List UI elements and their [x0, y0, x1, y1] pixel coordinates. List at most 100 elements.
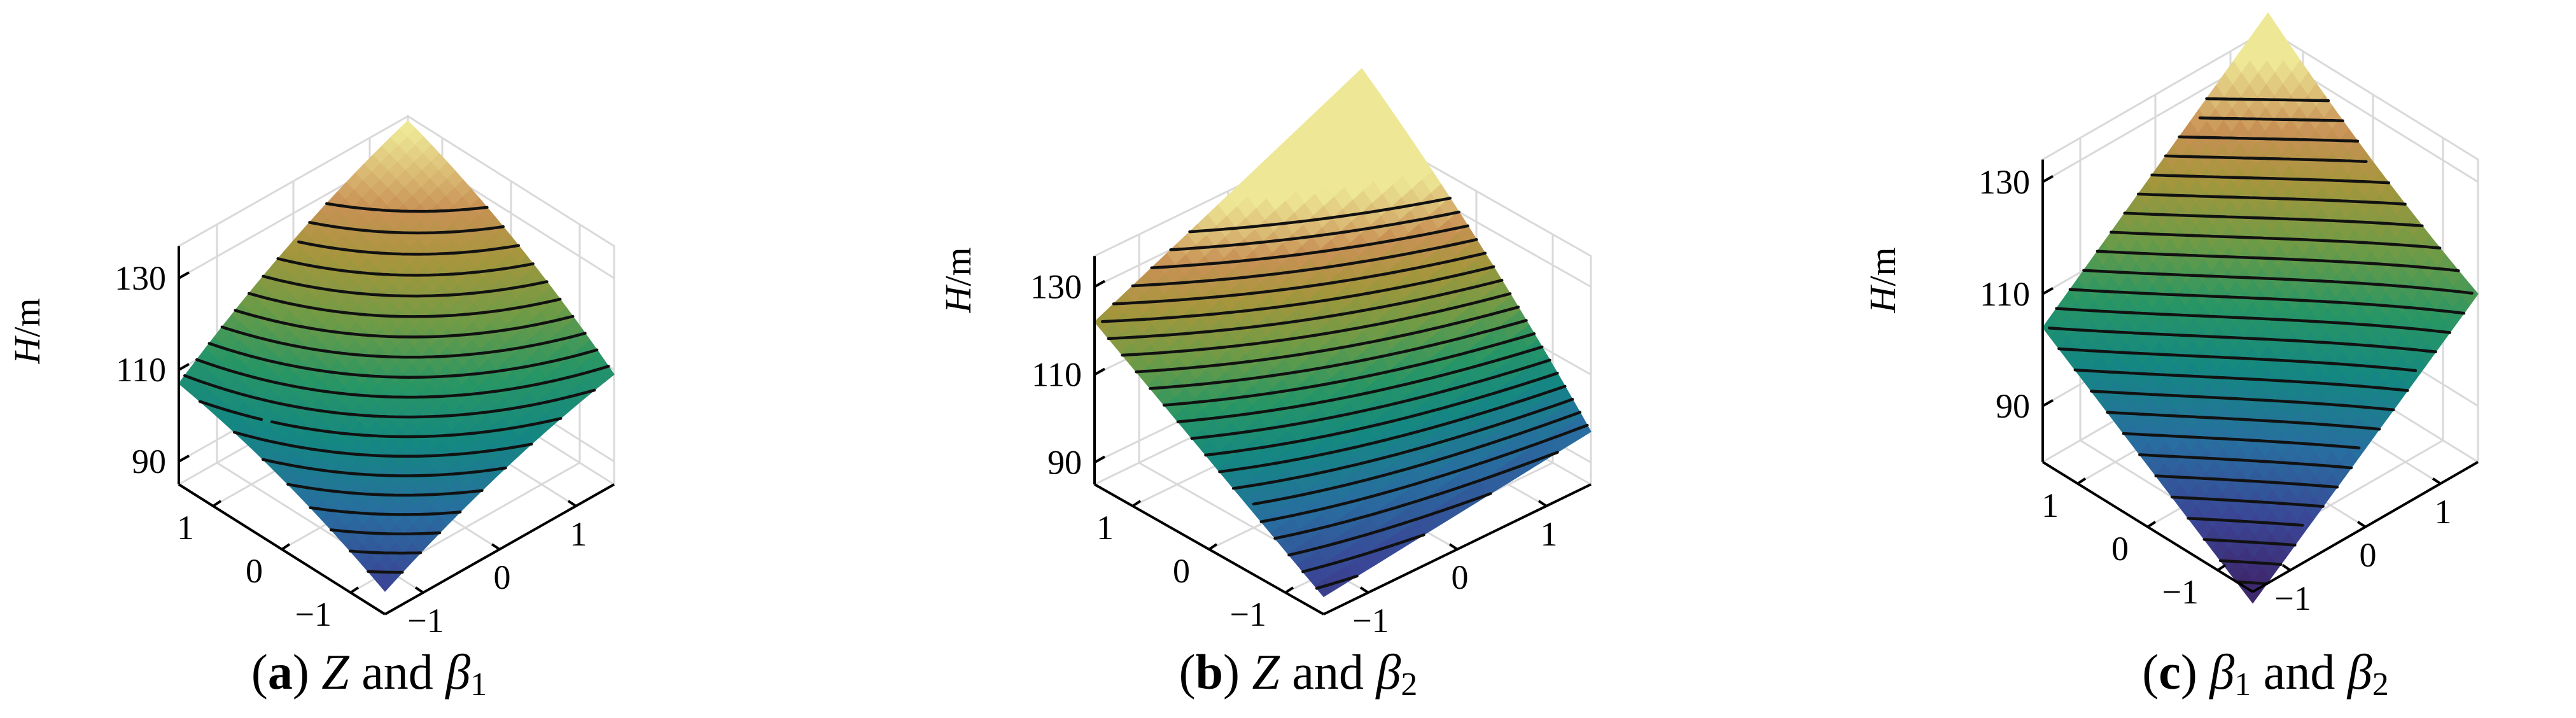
- panel-a-caption-var2: β: [444, 644, 470, 700]
- contour-line: [195, 358, 610, 399]
- contour-line: [297, 240, 521, 256]
- caption-close-paren: ): [1223, 644, 1252, 700]
- contour-line: [2106, 411, 2381, 431]
- contour-line: [2055, 307, 2452, 334]
- contour-line: [1100, 265, 1495, 323]
- x-tick-label: 1: [1096, 509, 1114, 547]
- z-tick-label: 90: [1996, 387, 2030, 425]
- contour-line: [2235, 580, 2269, 586]
- y-tick-label: 1: [570, 515, 587, 553]
- panel-a-caption: (a) Z and β1: [251, 644, 487, 703]
- panel-b-caption-var1: Z: [1252, 644, 1280, 700]
- contour-line: [1188, 197, 1452, 234]
- panel-c-caption-var2: β: [2346, 644, 2372, 700]
- contour-line: [1231, 398, 1574, 490]
- z-tick-mark: [1094, 279, 1105, 288]
- y-tick-mark: [2432, 477, 2442, 485]
- caption-open-paren: (: [1179, 644, 1196, 700]
- panel-c-axes: 90 110 130 −1 0 1 −1 0 1: [1978, 159, 2479, 617]
- panel-c-caption-label: c: [2159, 644, 2181, 700]
- contour-line: [325, 202, 489, 213]
- x-tick-mark: [349, 586, 360, 594]
- contour-line: [261, 458, 507, 477]
- contour-line: [2198, 116, 2344, 122]
- z-tick-label: 110: [116, 351, 166, 389]
- contour-line: [247, 292, 562, 318]
- y-tick-mark: [1359, 586, 1369, 594]
- contour-line: [1131, 238, 1478, 288]
- y-tick-mark: [1448, 543, 1459, 551]
- contour-line: [276, 257, 535, 277]
- x-gridline: [350, 224, 581, 594]
- y-tick-label: 1: [1541, 515, 1558, 553]
- panel-a-caption-sub2: 1: [470, 666, 487, 703]
- z-tick-mark: [2042, 287, 2054, 295]
- y-tick-mark: [2281, 564, 2292, 572]
- panel-b-caption-sub2: 2: [1401, 666, 1417, 703]
- panel-a-contours: [183, 202, 610, 574]
- contour-line: [1259, 423, 1589, 523]
- contour-line: [1112, 251, 1487, 306]
- x-tick-mark: [1284, 586, 1294, 594]
- contour-line: [1162, 332, 1536, 407]
- contour-line: [1301, 533, 1425, 574]
- contour-line: [2170, 495, 2325, 508]
- contour-line: [1204, 372, 1559, 457]
- contour-line: [1218, 384, 1567, 474]
- panel-c-zlabel-var: H: [1862, 285, 1903, 314]
- contour-line: [2073, 368, 2409, 392]
- panel-a-surface: [178, 120, 615, 592]
- z-tick-mark: [178, 454, 190, 463]
- contour-line: [183, 374, 596, 419]
- panel-c-caption-and: and: [2264, 644, 2335, 700]
- contour-line: [1107, 279, 1504, 341]
- contour-line: [2136, 192, 2407, 206]
- contour-line: [1176, 345, 1544, 423]
- contour-line: [2068, 288, 2466, 315]
- caption-close-paren: ): [2181, 644, 2209, 700]
- panel-b-caption-label: b: [1196, 644, 1223, 700]
- caption-space: [1364, 644, 1376, 700]
- contour-line: [2082, 269, 2474, 295]
- x-tick-label: −1: [295, 595, 332, 633]
- x-tick-mark: [1208, 543, 1218, 551]
- y-tick-label: 0: [494, 558, 511, 596]
- z-tick-mark: [1094, 367, 1105, 376]
- panel-b-caption: (b) Z and β2: [1179, 644, 1418, 703]
- contour-line: [2110, 230, 2442, 250]
- y-tick-mark: [491, 543, 501, 551]
- y-tick-mark: [2356, 521, 2367, 528]
- contour-line: [2218, 559, 2283, 566]
- x-tick-mark: [1131, 500, 1142, 507]
- contour-line: [2138, 453, 2353, 470]
- caption-open-paren: (: [251, 644, 268, 700]
- panel-c-caption-sub2: 2: [2372, 666, 2389, 703]
- contour-line: [1135, 306, 1520, 374]
- panel-a-zlabel-var: H: [6, 335, 48, 365]
- panel-a-caption-and: and: [361, 644, 433, 700]
- contour-line: [2150, 173, 2391, 185]
- caption-space: [1280, 644, 1292, 700]
- contour-line: [1150, 224, 1469, 269]
- panel-b-caption-var2: β: [1375, 644, 1401, 700]
- panel-c-zlabel-unit: /m: [1862, 247, 1903, 286]
- panel-c-caption-var1: β: [2208, 644, 2234, 700]
- contour-line: [2164, 154, 2368, 164]
- panel-c-caption-sub1: 1: [2234, 666, 2251, 703]
- contour-line: [1169, 210, 1461, 251]
- contour-line: [2057, 347, 2418, 372]
- panel-a-caption-label: a: [268, 644, 293, 700]
- z-tick-mark: [178, 363, 190, 371]
- y-tick-label: −1: [2274, 579, 2311, 617]
- y-tick-mark: [414, 586, 424, 594]
- panel-b-zlabel: H/m: [937, 247, 979, 313]
- contour-line: [1273, 451, 1559, 540]
- y-tick-label: 0: [1452, 558, 1469, 596]
- contour-line: [198, 400, 563, 439]
- surface-patch: [1314, 579, 1335, 598]
- panel-c-contours: [2047, 97, 2474, 586]
- panel-a-zlabel-unit: /m: [6, 298, 48, 337]
